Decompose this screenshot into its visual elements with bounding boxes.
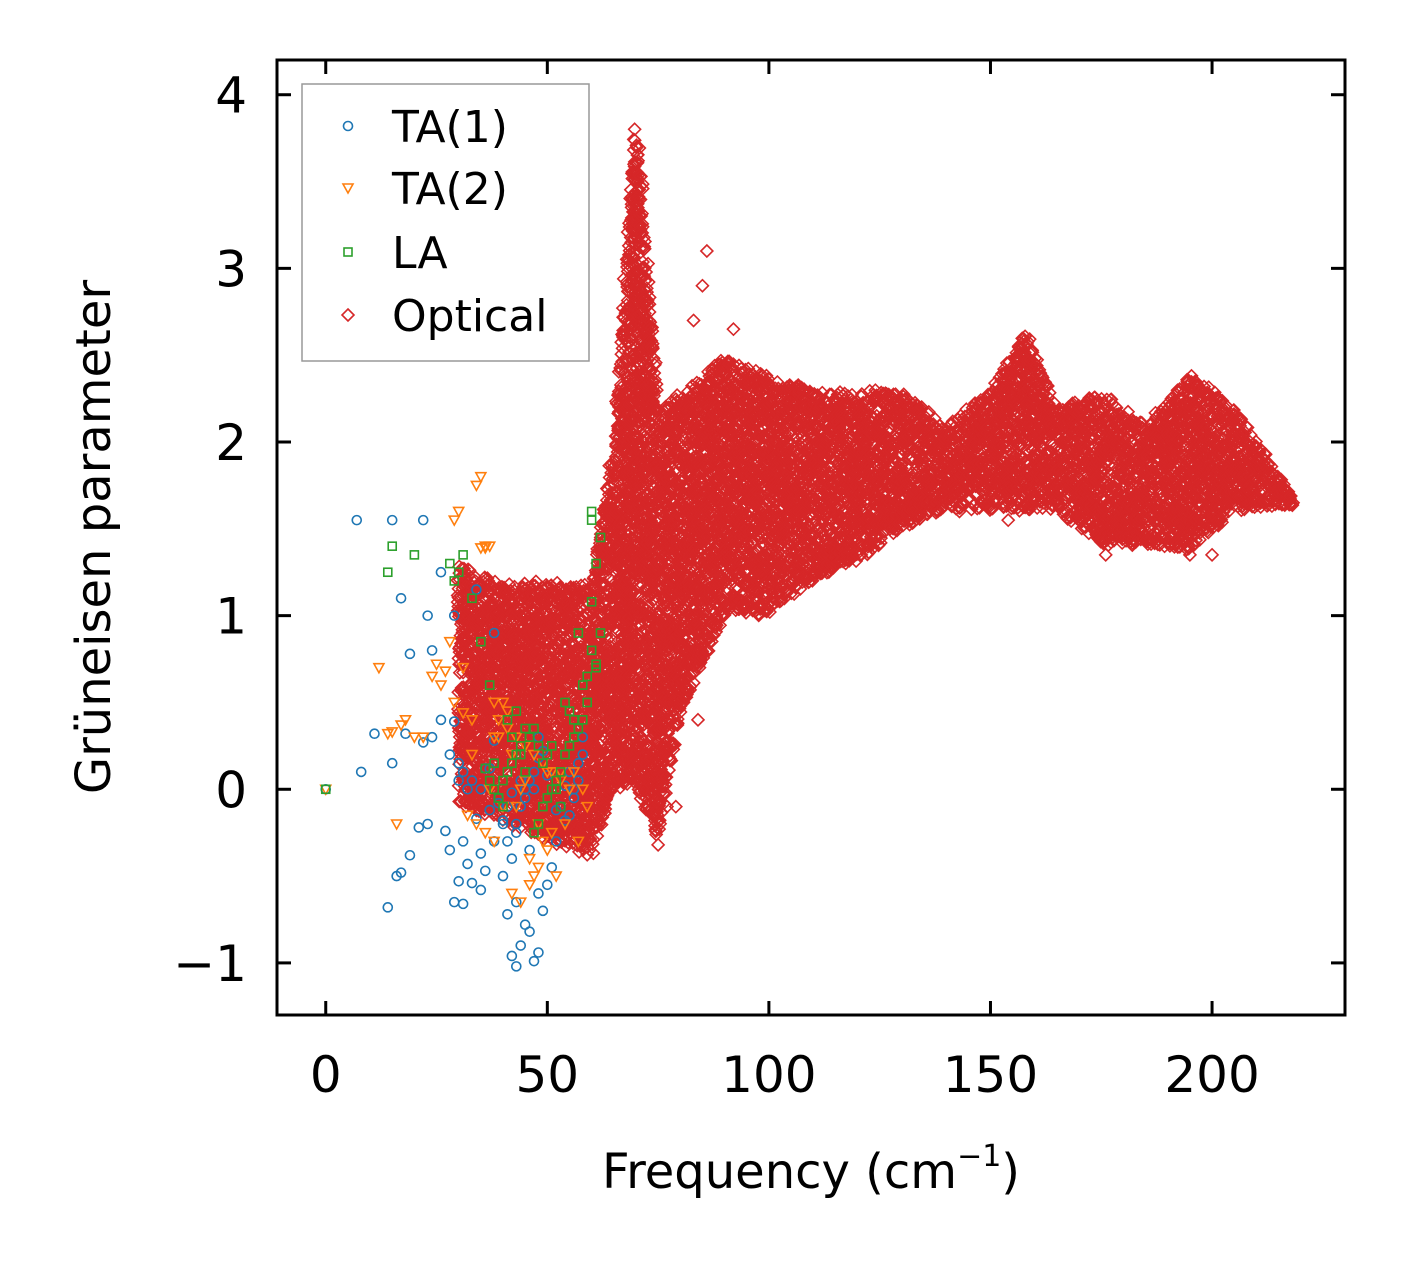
- optical-point: [527, 604, 543, 619]
- optical-point: [538, 603, 554, 618]
- optical-point: [536, 712, 551, 727]
- optical-point: [527, 649, 542, 664]
- optical-point: [480, 571, 495, 586]
- optical-point: [541, 633, 556, 649]
- optical-point: [481, 577, 496, 592]
- scatter-markers: [319, 122, 1301, 972]
- optical-point: [486, 807, 502, 822]
